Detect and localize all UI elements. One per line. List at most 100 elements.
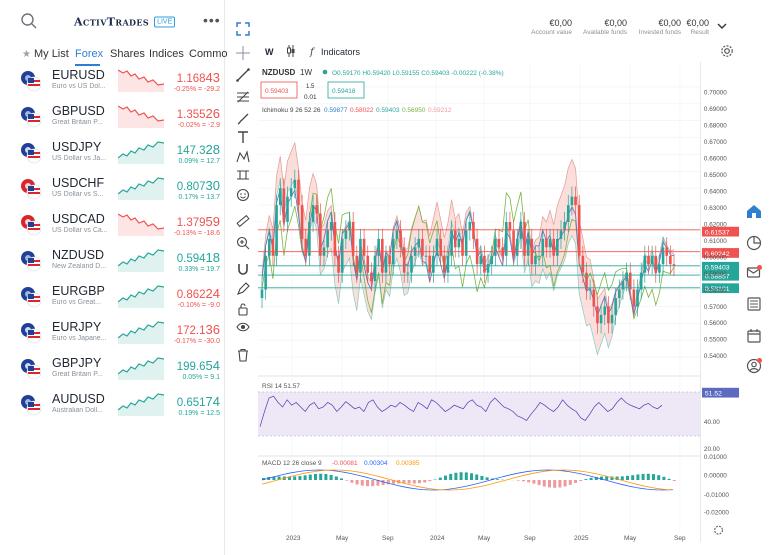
price-level-tag <box>701 226 740 237</box>
candle-body <box>348 222 351 231</box>
fib-tool-icon[interactable] <box>236 90 250 104</box>
trash-icon[interactable] <box>236 348 250 362</box>
instrument-symbol: EURJPY <box>52 320 102 334</box>
emoji-icon[interactable] <box>236 188 250 202</box>
interval-selector[interactable]: W <box>265 47 274 57</box>
macd-histogram-bar <box>412 480 416 484</box>
macd-histogram-bar <box>454 472 458 480</box>
tab-commodities[interactable]: Commo <box>189 48 228 60</box>
sell-button <box>260 81 298 99</box>
axis-settings-icon[interactable] <box>714 525 724 535</box>
macd-histogram-bar <box>652 474 655 480</box>
chart-ohlc: O0.59170 H0.59420 L0.59155 C0.59403 -0.0… <box>332 70 504 77</box>
pie-chart-icon[interactable] <box>746 235 762 251</box>
instrument-price: 1.16843 <box>177 70 220 85</box>
instrument-price: 0.86224 <box>177 286 220 301</box>
price-level-label: 0.59403 <box>705 265 730 272</box>
time-tick-label: Sep <box>524 535 536 542</box>
candle-body <box>344 230 348 239</box>
candles-type-icon[interactable] <box>286 45 296 57</box>
sparkline <box>118 177 164 200</box>
instrument-row[interactable]: EURGBP Euro vs Great... 0.86224 -0.10% =… <box>0 276 225 312</box>
candle-body <box>271 238 275 256</box>
ruler-icon[interactable] <box>236 214 250 228</box>
zoom-in-icon[interactable] <box>236 236 250 250</box>
more-menu-icon[interactable]: ••• <box>203 12 221 28</box>
indicators-button[interactable]: Indicators <box>321 47 361 57</box>
macd-histogram-bar <box>516 480 520 481</box>
home-icon[interactable] <box>746 203 762 219</box>
candle-body <box>443 255 446 273</box>
candle-body <box>319 213 322 256</box>
crosshair-icon[interactable] <box>236 46 250 60</box>
price-level-label: 0.61537 <box>705 230 730 237</box>
instrument-row[interactable]: AUDUSD Australian Doll... 0.65174 0.19% … <box>0 384 225 420</box>
available-funds: €0,00 Available funds <box>583 18 627 36</box>
pattern-tool-icon[interactable] <box>236 150 250 164</box>
candle-body <box>672 264 676 266</box>
candle-body <box>621 281 625 290</box>
macd-histogram-bar <box>288 476 291 480</box>
instrument-row[interactable]: GBPJPY Great Britain P... 199.654 0.05% … <box>0 348 225 384</box>
price-axis[interactable]: 0.61537 0.60242 0.59403 0.58857 0.58101 0.700… <box>700 62 740 542</box>
fullscreen-icon[interactable] <box>236 22 250 36</box>
instrument-row[interactable]: USDJPY US Dollar vs Ja... 147.328 0.09% … <box>0 132 225 168</box>
instrument-row[interactable]: USDCAD US Dollar vs Ca... 1.37959 -0.13%… <box>0 204 225 240</box>
macd-histogram-bar <box>407 480 411 484</box>
candle-body <box>275 205 278 256</box>
tab-my-list[interactable]: ★ My List <box>22 48 69 60</box>
lock-icon[interactable] <box>236 302 250 316</box>
instrument-change: -0.25% = -29.2 <box>173 86 220 93</box>
macd-tick-label: 0.00000 <box>704 472 727 479</box>
chevron-down-icon[interactable] <box>717 22 727 30</box>
macd-histogram-bar <box>376 480 380 486</box>
messages-icon[interactable] <box>746 265 762 281</box>
chart-symbol: NZDUSD <box>262 68 296 77</box>
tab-indices[interactable]: Indices <box>149 48 184 60</box>
currency-flag-icon <box>21 107 42 128</box>
measure-range-icon[interactable] <box>236 168 250 182</box>
price-pip: 26 <box>205 106 220 121</box>
indicators-icon[interactable]: f <box>309 45 319 57</box>
price-pip: 30 <box>205 178 220 193</box>
search-icon[interactable] <box>20 12 38 30</box>
price-main: 172.1 <box>176 325 206 337</box>
macd-histogram-bar <box>329 474 333 480</box>
price-pip: 54 <box>205 358 220 373</box>
tab-shares[interactable]: Shares <box>110 48 145 60</box>
calendar-icon[interactable] <box>746 328 762 344</box>
news-icon[interactable] <box>746 296 762 312</box>
tab-label: My List <box>33 48 69 60</box>
visibility-icon[interactable] <box>236 320 250 334</box>
instrument-row[interactable]: EURUSD Euro vs US Dol... 1.16843 -0.25% … <box>0 60 225 96</box>
magnet-icon[interactable] <box>236 262 250 276</box>
price-pip: 28 <box>205 142 220 157</box>
instrument-row[interactable]: USDCHF US Dollar vs S... 0.80730 0.17% =… <box>0 168 225 204</box>
settings-gear-icon[interactable] <box>720 44 734 58</box>
instrument-row[interactable]: NZDUSD New Zealand D... 0.59418 0.33% = … <box>0 240 225 276</box>
candle-body <box>340 238 344 273</box>
macd-histogram-bar <box>600 476 603 480</box>
tab-forex[interactable]: Forex <box>75 48 104 60</box>
candle-body <box>636 289 639 307</box>
candle-body <box>315 205 318 214</box>
ichimoku-value: 0.56950 <box>402 107 426 114</box>
text-tool-icon[interactable] <box>236 130 250 144</box>
candle-body <box>545 238 548 248</box>
candle-body <box>556 238 559 256</box>
instrument-row[interactable]: GBPUSD Great Britain P... 1.35526 -0.02%… <box>0 96 225 132</box>
instrument-row[interactable]: EURJPY Euro vs Japane... 172.136 -0.17% … <box>0 312 225 348</box>
candle-body <box>311 205 315 222</box>
lot-size: 0.01 <box>304 94 317 101</box>
time-tick-label: Sep <box>674 535 686 542</box>
macd-histogram-bar <box>470 473 473 480</box>
brush-icon[interactable] <box>236 112 250 126</box>
candle-body <box>300 205 304 239</box>
price-chart[interactable]: NZDUSD 1W O0.59170 H0.59420 L0.59155 C0.59… <box>258 62 700 542</box>
price-tick-label: 0.60000 <box>704 254 727 261</box>
price-tick-label: 0.59000 <box>704 271 727 278</box>
user-account-icon[interactable] <box>746 358 762 374</box>
pencil-lock-icon[interactable] <box>236 282 250 296</box>
candle-body <box>446 255 450 273</box>
trendline-icon[interactable] <box>236 68 250 82</box>
